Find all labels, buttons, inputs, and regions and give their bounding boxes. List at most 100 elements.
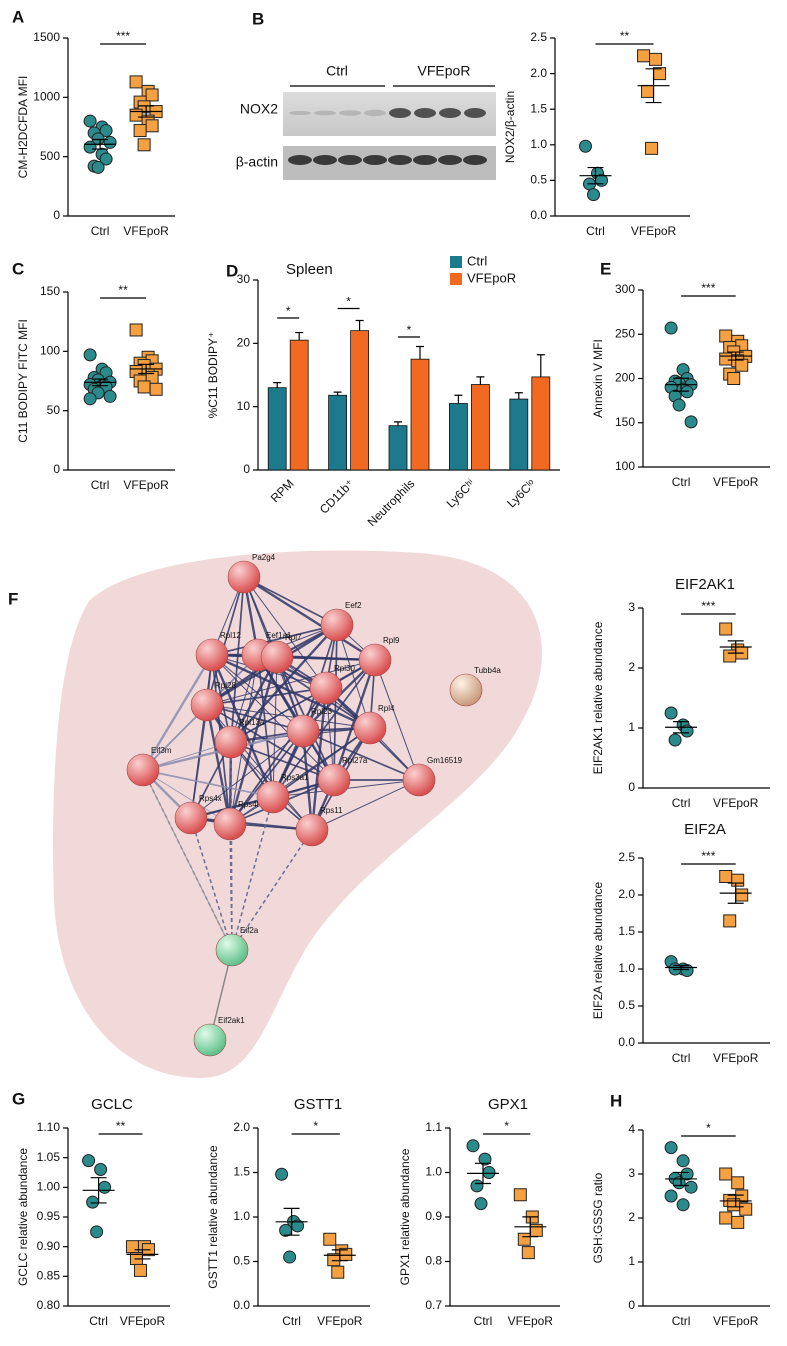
network-edge: [310, 687, 328, 831]
sem-bar: [92, 378, 109, 387]
y-axis-label: GCLC relative abundance: [16, 1148, 30, 1286]
data-point: [649, 52, 663, 66]
sem-bar: [331, 1249, 348, 1262]
error-bar: [536, 354, 545, 377]
node-label: Rpl4: [378, 704, 395, 713]
y-tick-label: 3: [628, 600, 635, 614]
y-tick-label: 1.10: [37, 1120, 61, 1134]
data-point: [684, 1180, 698, 1194]
node-label: Gm16519: [427, 756, 463, 765]
network-node: [214, 725, 248, 759]
bar: [410, 358, 430, 471]
chart-title: GSTT1: [294, 1096, 342, 1113]
sem-bar: [673, 377, 690, 392]
data-point: [579, 139, 592, 153]
data-point: [94, 1163, 108, 1177]
network-edge: [206, 659, 376, 706]
data-point: [731, 1176, 745, 1190]
y-tick-label: 1000: [33, 90, 60, 104]
y-tick-label: 50: [47, 403, 61, 417]
x-tick-label: Ctrl: [672, 1051, 691, 1065]
data-point: [684, 415, 698, 429]
network-edge: [301, 730, 314, 831]
network-node: [174, 801, 208, 835]
network-node: [126, 753, 160, 787]
y-tick-label: 1.5: [530, 101, 547, 115]
node-label: Rpl9: [383, 636, 400, 645]
network-edge: [272, 656, 278, 798]
data-point: [83, 348, 97, 362]
bar: [509, 398, 529, 471]
node-label: Tubb4a: [474, 666, 501, 675]
network-edge: [231, 796, 274, 951]
sem-bar: [90, 1177, 107, 1204]
data-point: [478, 1152, 492, 1166]
blot-band: [464, 108, 486, 118]
significance-label: ***: [701, 281, 715, 295]
sem-bar: [645, 68, 662, 104]
x-tick-label: VFEpoR: [120, 1314, 166, 1328]
significance-label: *: [504, 1119, 509, 1133]
y-axis-label: EIF2A relative abundance: [591, 881, 605, 1019]
x-tick-label: Ctrl: [282, 1314, 301, 1328]
network-edge: [206, 576, 245, 706]
panel-letter: A: [12, 7, 24, 26]
y-tick-label: 1.00: [37, 1180, 61, 1194]
sem-bar: [727, 1194, 744, 1208]
y-tick-label: 4: [628, 1122, 635, 1136]
sem-bar: [673, 964, 690, 971]
error-bar: [514, 392, 523, 400]
sem-bar: [727, 351, 744, 361]
data-point: [91, 132, 105, 146]
network-edge: [311, 779, 420, 831]
y-tick-label: 0.5: [618, 998, 635, 1012]
network-edge: [211, 653, 371, 730]
blot-band: [314, 110, 336, 116]
node-label: Eef2: [345, 601, 362, 610]
sem-bar: [134, 1249, 151, 1260]
y-axis-label: GPX1 relative abundance: [398, 1148, 412, 1285]
x-tick-label: VFEpoR: [631, 224, 677, 238]
node-label: Rps4x: [199, 794, 222, 803]
network-node: [353, 711, 387, 745]
data-point: [145, 119, 159, 133]
x-tick-label: VFEpoR: [123, 224, 169, 238]
sem-bar: [138, 105, 155, 118]
y-tick-label: 0.95: [37, 1209, 61, 1223]
bar: [267, 387, 287, 471]
network-node: [260, 640, 294, 674]
network-edge: [206, 704, 371, 729]
x-tick-label: VFEpoR: [713, 1051, 759, 1065]
data-point: [664, 706, 678, 720]
significance-label: *: [346, 295, 351, 309]
network-edge: [272, 659, 376, 798]
y-tick-label: 0: [53, 208, 60, 222]
error-bar: [295, 331, 304, 341]
y-tick-label: 0: [628, 780, 635, 794]
x-tick-label: Ctrl: [672, 475, 691, 489]
y-tick-label: 1: [628, 1254, 635, 1268]
sem-bar: [673, 1171, 690, 1187]
data-point: [275, 1167, 289, 1181]
y-tick-label: 0.0: [618, 1035, 635, 1049]
data-point: [645, 141, 659, 155]
x-tick-label: VFEpoR: [508, 1314, 554, 1328]
axis-line: [642, 858, 770, 1044]
x-tick-label: RPM: [268, 476, 297, 505]
y-tick-label: 3: [628, 1166, 635, 1180]
network-edge: [229, 730, 304, 825]
data-point: [82, 1154, 96, 1168]
y-axis-label: Annexin V MFI: [591, 339, 605, 418]
data-point: [513, 1188, 527, 1202]
sem-bar: [92, 138, 109, 150]
y-tick-label: 2.5: [618, 850, 635, 864]
panel-letter: F: [8, 589, 18, 608]
x-tick-label: VFEpoR: [123, 478, 169, 492]
significance-label: *: [313, 1119, 318, 1133]
y-tick-label: 0.80: [37, 1298, 61, 1312]
data-point: [103, 389, 117, 403]
data-point: [129, 323, 143, 337]
data-point: [90, 1225, 104, 1239]
node-label: Rpl12: [220, 631, 241, 640]
sem-bar: [673, 720, 690, 734]
